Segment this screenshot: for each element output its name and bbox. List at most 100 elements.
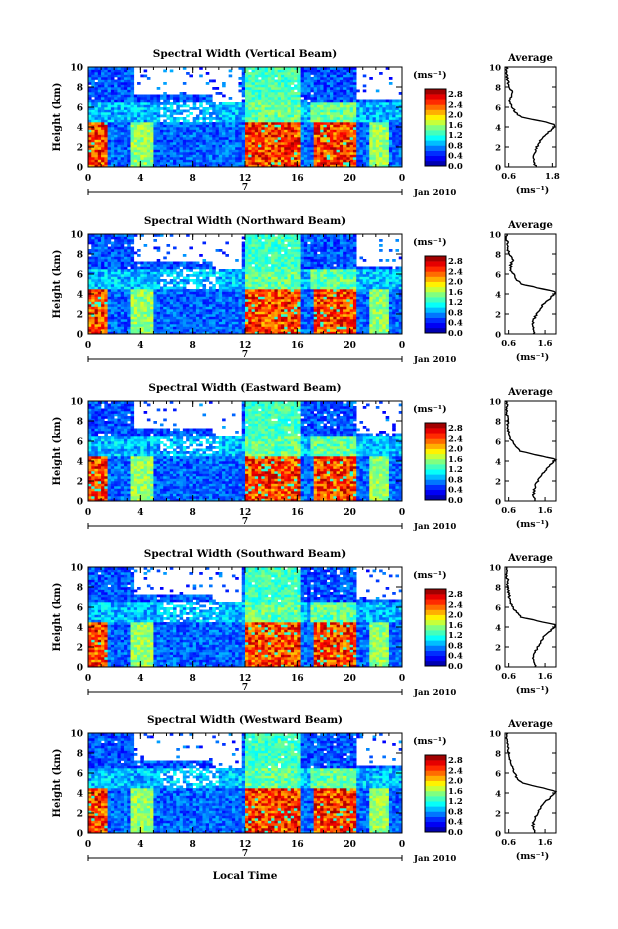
- colorbar-tick-label: 2.0: [448, 777, 463, 787]
- y-tick-label: 0: [77, 164, 83, 174]
- colorbar-frame: [424, 422, 447, 501]
- colorbar-tick-label: 1.2: [448, 465, 463, 475]
- x-tick-label: 20: [343, 341, 356, 351]
- colorbar-tick-label: 0.4: [448, 319, 463, 329]
- profile-y-tick-label: 2: [495, 144, 501, 154]
- colorbar-tick-label: 0.0: [448, 828, 463, 838]
- colorbar-segment: [425, 135, 446, 141]
- colorbar-tick-label: 1.6: [448, 455, 463, 465]
- profile-line: [505, 732, 558, 834]
- colorbar-segment: [425, 307, 446, 313]
- x-tick-label: 0: [85, 174, 91, 184]
- profile-x-tick-label: 1.6: [538, 506, 553, 516]
- x-axis-label: Local Time: [213, 870, 278, 882]
- y-tick-label: 2: [77, 644, 83, 654]
- colorbar-tick-label: 1.6: [448, 787, 463, 797]
- colorbar-segment: [425, 423, 446, 429]
- x-tick-label: 16: [291, 341, 304, 351]
- x-tick-label: 12: [239, 341, 252, 351]
- colorbar-segment: [425, 276, 446, 282]
- day-label: 7: [242, 350, 248, 360]
- colorbar-segment: [425, 645, 446, 651]
- profile-y-tick-label: 6: [495, 104, 501, 114]
- colorbar-unit: (ms⁻¹): [413, 736, 447, 747]
- y-tick-label: 8: [77, 84, 83, 94]
- colorbar-tick-label: 1.2: [448, 631, 463, 641]
- colorbar-tick-label: 1.2: [448, 797, 463, 807]
- profile-x-tick-label: 0.6: [501, 838, 516, 848]
- y-tick-label: 4: [77, 790, 83, 800]
- profile-frame: [504, 233, 557, 335]
- colorbar-segment: [425, 589, 446, 595]
- colorbar-segment: [425, 790, 446, 797]
- y-axis-label: Height (km): [52, 83, 63, 152]
- y-tick-label: 8: [77, 251, 83, 261]
- y-tick-label: 2: [77, 478, 83, 488]
- x-tick-label: 8: [190, 341, 196, 351]
- profile-y-tick-label: 2: [495, 810, 501, 820]
- x-tick-label: 8: [190, 174, 196, 184]
- month-label: Jan 2010: [413, 688, 456, 698]
- y-tick-label: 4: [77, 124, 83, 134]
- colorbar-tick-label: 2.4: [448, 600, 463, 610]
- colorbar-segment: [425, 155, 446, 162]
- colorbar-segment: [425, 780, 446, 787]
- colorbar-tick-label: 0.0: [448, 662, 463, 672]
- x-tick-label: 0: [85, 508, 91, 518]
- colorbar-segment: [425, 650, 446, 657]
- profile-frame: [504, 400, 557, 502]
- day-label: 7: [242, 517, 248, 527]
- x-tick-label: 0: [399, 174, 405, 184]
- y-tick-label: 10: [70, 398, 83, 408]
- colorbar-segment: [425, 785, 446, 792]
- colorbar-tick-label: 1.2: [448, 131, 463, 141]
- y-tick-label: 4: [77, 624, 83, 634]
- profile-frame: [504, 566, 557, 668]
- x-tick-label: 4: [137, 840, 143, 850]
- colorbar-segment: [425, 130, 446, 136]
- colorbar-tick-label: 0.0: [448, 496, 463, 506]
- y-tick-label: 8: [77, 750, 83, 760]
- month-label: Jan 2010: [413, 188, 456, 198]
- colorbar-segment: [425, 448, 446, 455]
- y-tick-label: 4: [77, 458, 83, 468]
- heatmap-cells: [88, 234, 403, 335]
- colorbar-tick-label: 0.8: [448, 641, 463, 651]
- colorbar-tick-label: 1.6: [448, 288, 463, 298]
- colorbar-segment: [425, 302, 446, 308]
- panel-title: Spectral Width (Southward Beam): [144, 548, 346, 560]
- colorbar-segment: [425, 458, 446, 465]
- panel-title: Spectral Width (Northward Beam): [144, 215, 346, 227]
- profile-x-axis-label: (ms⁻¹): [516, 685, 550, 696]
- colorbar-segment: [425, 124, 446, 131]
- colorbar-tick-label: 0.0: [448, 329, 463, 339]
- colorbar-segment: [425, 327, 446, 334]
- profile-x-axis-label: (ms⁻¹): [516, 851, 550, 862]
- colorbar-segment: [425, 438, 446, 444]
- colorbar-segment: [425, 94, 446, 100]
- x-tick-label: 0: [85, 674, 91, 684]
- colorbar-segment: [425, 312, 446, 318]
- colorbar-segment: [425, 469, 446, 475]
- colorbar-tick-label: 2.4: [448, 766, 463, 776]
- month-label: Jan 2010: [413, 854, 456, 864]
- colorbar-tick-label: 2.8: [448, 756, 463, 766]
- panel-4: Spectral Width (Southward Beam) 0 2 4 6 8 10 0 4…: [52, 548, 557, 698]
- colorbar-segment: [425, 428, 446, 434]
- y-tick-label: 6: [77, 604, 83, 614]
- profile-y-tick-label: 10: [489, 64, 501, 74]
- day-label: 7: [242, 183, 248, 193]
- colorbar-segment: [425, 479, 446, 485]
- day-label: 7: [242, 683, 248, 693]
- heatmap-cells: [88, 733, 403, 834]
- y-axis-label: Height (km): [52, 749, 63, 818]
- y-tick-label: 0: [77, 331, 83, 341]
- colorbar-tick-label: 0.4: [448, 486, 463, 496]
- colorbar-tick-label: 1.2: [448, 298, 463, 308]
- colorbar-segment: [425, 119, 446, 126]
- y-tick-label: 2: [77, 810, 83, 820]
- colorbar-segment: [425, 801, 446, 807]
- colorbar-segment: [425, 630, 446, 636]
- profile-line: [505, 233, 557, 335]
- profile-y-tick-label: 2: [495, 311, 501, 321]
